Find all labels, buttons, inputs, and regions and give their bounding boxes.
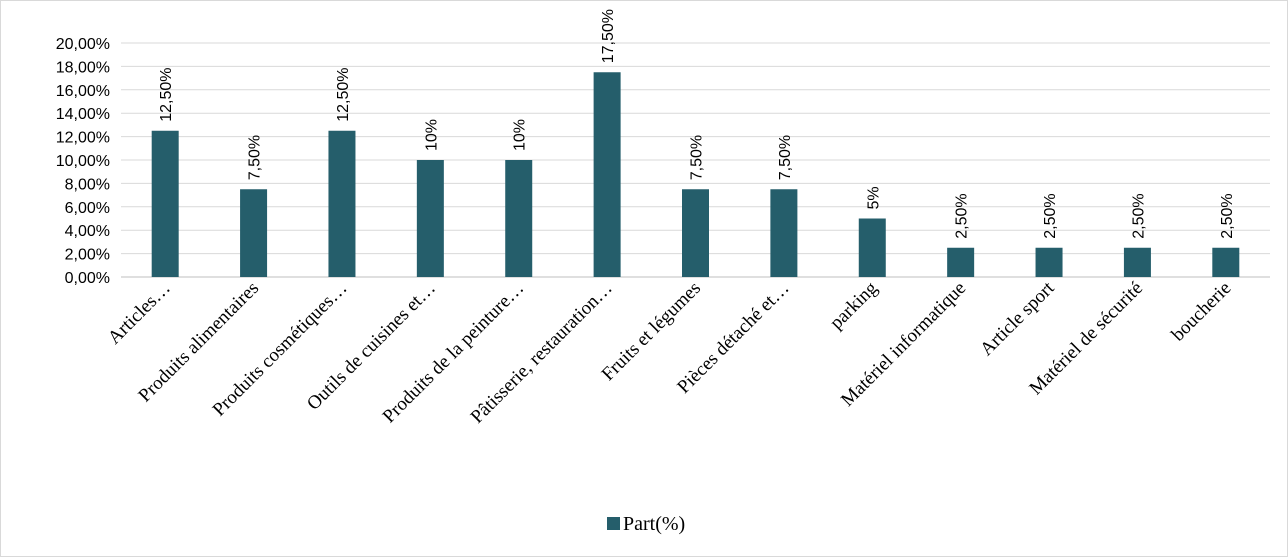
bars	[151, 72, 1240, 277]
y-axis: 0,00% 2,00% 4,00% 6,00% 8,00% 10,00% 12,00% 14,…	[56, 36, 110, 287]
bar	[151, 130, 179, 277]
y-tick-label: 16,00%	[56, 83, 110, 100]
data-label: 2,50%	[1130, 193, 1147, 238]
bar	[770, 189, 798, 277]
data-label: 7,50%	[247, 135, 264, 180]
bar	[682, 189, 709, 277]
bar	[505, 160, 533, 277]
y-tick-label: 6,00%	[65, 200, 110, 217]
x-tick-label: parking	[826, 277, 882, 333]
x-tick-label: Pâtisserie, restauration…	[467, 278, 617, 428]
y-tick-label: 2,00%	[65, 247, 110, 264]
data-label: 12,50%	[158, 67, 175, 121]
y-tick-label: 14,00%	[56, 106, 110, 123]
data-label: 12,50%	[335, 67, 352, 121]
gridlines	[121, 42, 1270, 278]
y-tick-label: 0,00%	[65, 270, 110, 287]
bar	[1212, 247, 1240, 277]
data-label: 2,50%	[1219, 193, 1236, 238]
bar	[328, 130, 356, 277]
legend-label: Part(%)	[623, 513, 685, 535]
y-tick-label: 12,00%	[56, 130, 110, 147]
data-label: 10%	[512, 119, 529, 151]
y-tick-label: 8,00%	[65, 176, 110, 193]
y-tick-label: 18,00%	[56, 59, 110, 76]
y-tick-label: 20,00%	[56, 36, 110, 53]
bar	[593, 72, 621, 277]
data-label: 10%	[423, 119, 440, 151]
data-labels: 12,50% 7,50% 12,50% 10% 10% 17,50% 7,50% 7,50% 5…	[158, 9, 1236, 239]
data-label: 5%	[865, 186, 882, 209]
bar	[1123, 247, 1151, 277]
y-tick-label: 4,00%	[65, 223, 110, 240]
bar	[416, 160, 444, 277]
x-tick-label: Produits de la peinture…	[379, 278, 529, 428]
legend: Part(%)	[607, 513, 685, 535]
bar	[1035, 247, 1063, 277]
bar	[947, 247, 975, 277]
legend-swatch	[607, 517, 620, 530]
bar	[240, 189, 268, 277]
x-tick-label: Articles…	[104, 278, 175, 349]
bar	[858, 218, 886, 277]
data-label: 2,50%	[954, 193, 971, 238]
data-label: 17,50%	[600, 9, 617, 63]
data-label: 7,50%	[777, 135, 794, 180]
x-tick-label: boucherie	[1168, 278, 1236, 346]
data-label: 7,50%	[689, 135, 706, 180]
y-tick-label: 10,00%	[56, 153, 110, 170]
x-tick-label: Article sport	[976, 277, 1059, 360]
data-label: 2,50%	[1042, 193, 1059, 238]
